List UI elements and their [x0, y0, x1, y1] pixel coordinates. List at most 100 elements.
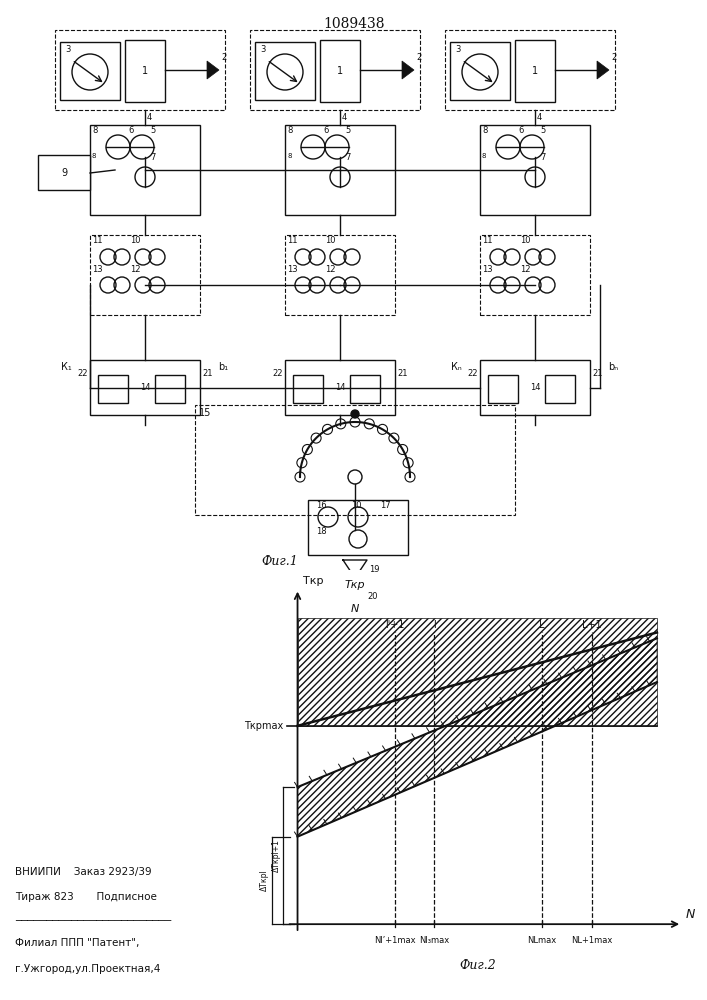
Text: 2: 2	[611, 53, 617, 62]
Bar	[480, 125, 590, 215]
Polygon shape	[402, 61, 414, 79]
Text: Ткр: Ткр	[303, 576, 323, 586]
Text: NL+1max: NL+1max	[571, 936, 613, 945]
Circle shape	[351, 410, 359, 418]
Bar	[250, 30, 420, 110]
Text: 2: 2	[221, 53, 226, 62]
Text: 22: 22	[467, 368, 478, 377]
Text: 5: 5	[150, 126, 156, 135]
Text: 8: 8	[92, 126, 98, 135]
Text: Фиг.2: Фиг.2	[459, 959, 496, 972]
Bar	[480, 235, 590, 315]
Text: 10: 10	[520, 236, 530, 245]
Text: 21: 21	[397, 368, 407, 377]
Text: 18: 18	[316, 527, 327, 536]
Text: bₙ: bₙ	[608, 362, 618, 372]
Text: 8: 8	[482, 126, 487, 135]
Text: 12: 12	[325, 265, 336, 274]
Bar	[480, 360, 590, 415]
Bar	[450, 42, 510, 100]
Text: l'+1: l'+1	[385, 620, 404, 630]
Text: Тираж 823       Подписное: Тираж 823 Подписное	[15, 892, 156, 902]
Text: Филиал ППП "Патент",: Филиал ППП "Патент",	[15, 938, 139, 948]
Text: Nl₃max: Nl₃max	[419, 936, 449, 945]
Text: NLmax: NLmax	[527, 936, 556, 945]
Text: 1: 1	[532, 66, 538, 76]
Bar	[255, 42, 315, 100]
Polygon shape	[597, 61, 609, 79]
Text: 17: 17	[380, 501, 391, 510]
Bar	[320, 40, 360, 102]
Text: 11: 11	[287, 236, 298, 245]
Text: 10: 10	[325, 236, 336, 245]
Bar	[488, 375, 518, 403]
Text: Кₙ: Кₙ	[451, 362, 462, 372]
Text: Ткр: Ткр	[345, 580, 366, 590]
Bar	[90, 235, 200, 315]
Bar	[350, 375, 380, 403]
Text: 1: 1	[337, 66, 343, 76]
Bar	[90, 125, 200, 215]
Text: 21: 21	[202, 368, 213, 377]
Text: 8: 8	[287, 126, 293, 135]
Text: 3: 3	[455, 45, 460, 54]
Text: 7: 7	[540, 153, 545, 162]
Text: 6: 6	[128, 126, 134, 135]
Text: L+1: L+1	[583, 620, 602, 630]
Bar	[545, 375, 575, 403]
Text: 7: 7	[150, 153, 156, 162]
Polygon shape	[207, 61, 219, 79]
Text: 2: 2	[416, 53, 421, 62]
Bar	[55, 30, 225, 110]
Text: Nl’+1max: Nl’+1max	[374, 936, 416, 945]
Bar	[98, 375, 128, 403]
Text: 22: 22	[272, 368, 283, 377]
Text: г.Ужгород,ул.Проектная,4: г.Ужгород,ул.Проектная,4	[15, 964, 160, 974]
Text: К₁: К₁	[62, 362, 72, 372]
Text: 14: 14	[140, 383, 151, 392]
Text: 10: 10	[351, 501, 361, 510]
Bar	[195, 405, 515, 515]
Text: 9: 9	[61, 168, 67, 178]
Bar	[60, 42, 120, 100]
Text: 1: 1	[142, 66, 148, 76]
Bar	[285, 360, 395, 415]
Text: 3: 3	[260, 45, 265, 54]
Text: N: N	[686, 908, 695, 921]
Text: 21: 21	[592, 368, 602, 377]
Text: 7: 7	[345, 153, 351, 162]
Text: 12: 12	[520, 265, 530, 274]
Text: 6: 6	[323, 126, 328, 135]
Bar	[38, 155, 90, 190]
Text: 22: 22	[78, 368, 88, 377]
Text: N: N	[351, 604, 359, 614]
Text: 10: 10	[130, 236, 141, 245]
Text: 8: 8	[287, 153, 291, 159]
Text: ΔТкрl: ΔТкрl	[259, 870, 269, 891]
Text: 13: 13	[482, 265, 493, 274]
Text: 8: 8	[482, 153, 486, 159]
Text: 16: 16	[316, 501, 327, 510]
Text: ΔТкрl+1: ΔТкрl+1	[272, 839, 281, 872]
Text: 6: 6	[518, 126, 523, 135]
Text: ВНИИПИ    Заказ 2923/39: ВНИИПИ Заказ 2923/39	[15, 866, 151, 876]
Bar	[155, 375, 185, 403]
Text: 8: 8	[92, 153, 96, 159]
Bar	[90, 360, 200, 415]
Bar	[285, 235, 395, 315]
Text: 19: 19	[369, 564, 380, 574]
Text: 5: 5	[540, 126, 545, 135]
Text: ─────────────────────────: ─────────────────────────	[15, 916, 171, 926]
Text: 13: 13	[92, 265, 103, 274]
Bar	[515, 40, 555, 102]
Bar	[125, 40, 165, 102]
Text: Фиг.1: Фиг.1	[262, 555, 298, 568]
Text: 14: 14	[530, 383, 540, 392]
Text: 4: 4	[147, 113, 152, 122]
Text: 12: 12	[130, 265, 141, 274]
Text: L: L	[539, 620, 544, 630]
Text: 5: 5	[345, 126, 350, 135]
Text: 3: 3	[65, 45, 71, 54]
Text: Ткрmax: Ткрmax	[244, 721, 283, 731]
Text: 1089438: 1089438	[323, 17, 385, 31]
